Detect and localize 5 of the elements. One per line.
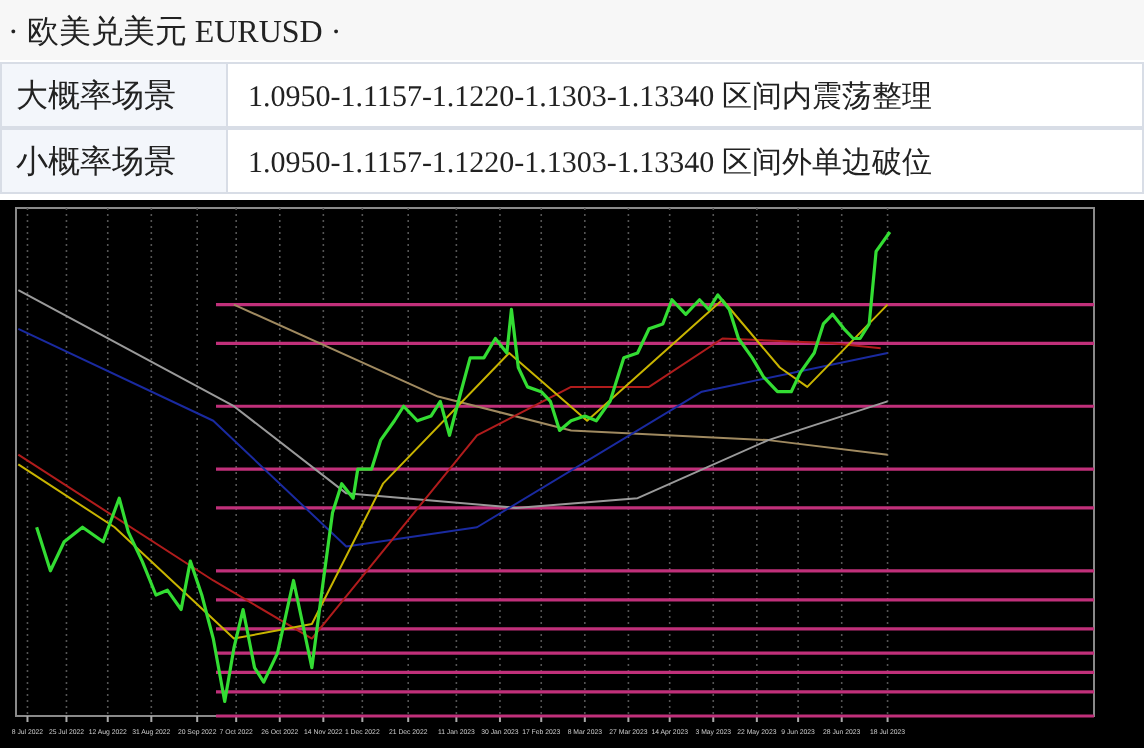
- text: 1.0950-1.1157-1.1220-1.1303-1.13340 区间外单边破位: [248, 146, 932, 180]
- text: 1.0950-1.1157-1.1220-1.1303-1.13340 区间内震荡整理: [248, 80, 932, 114]
- chart-title: · 欧美兑美元 EURUSD ·: [8, 14, 342, 50]
- text: 大概率场景: [16, 78, 176, 114]
- text: 小概率场景: [16, 144, 176, 180]
